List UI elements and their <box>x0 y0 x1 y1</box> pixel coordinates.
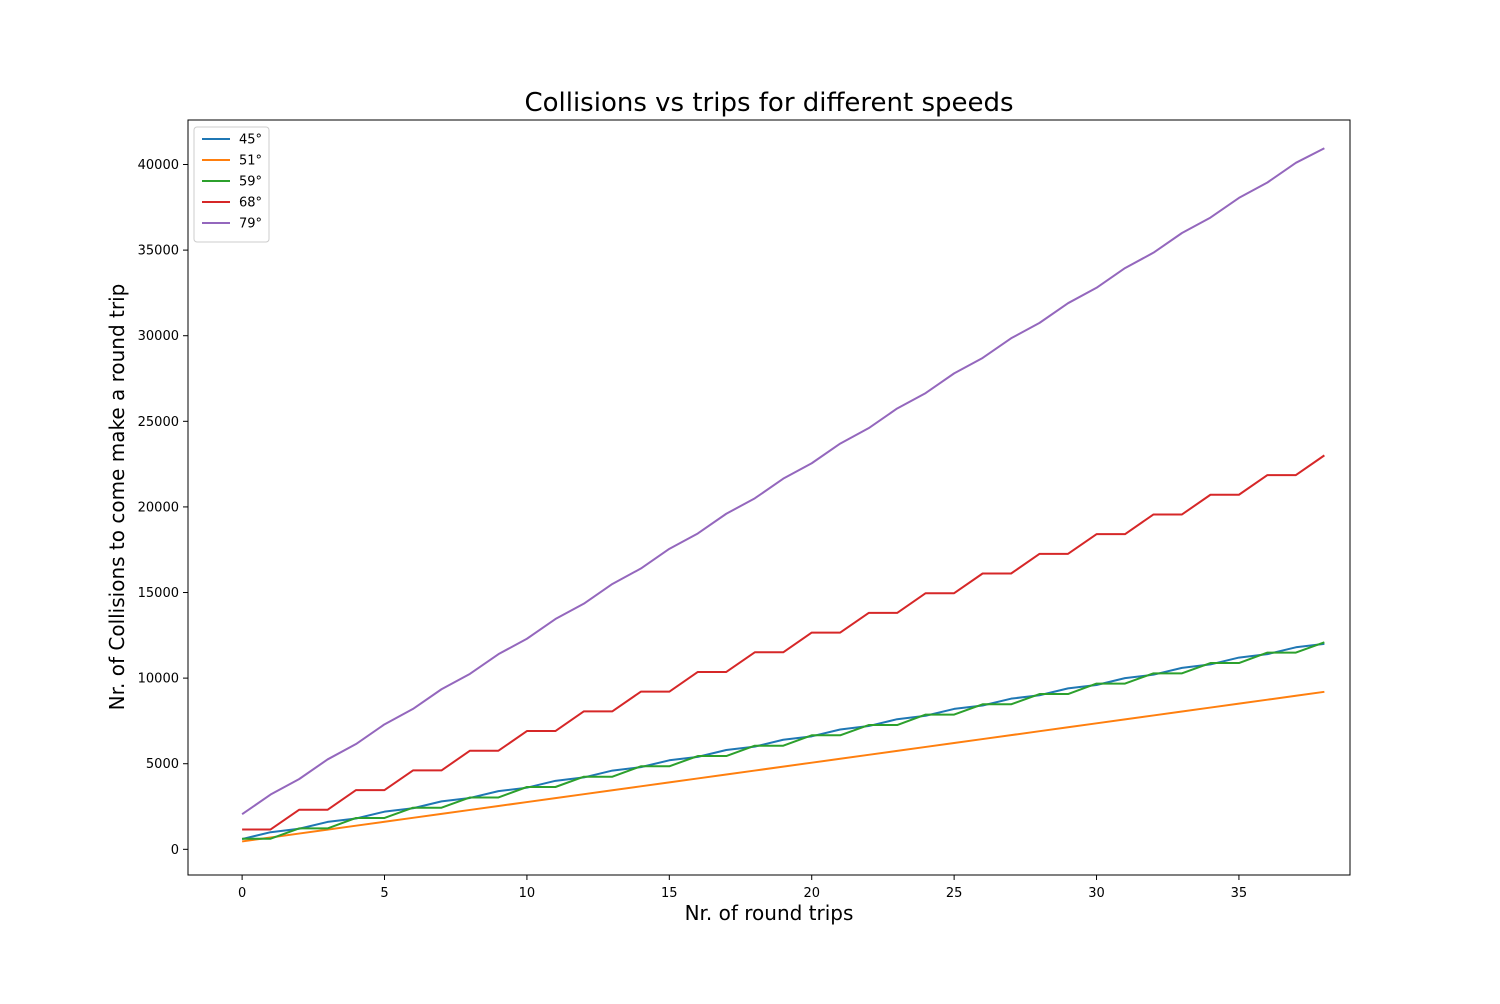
series-line-4 <box>241 147 1325 816</box>
x-tick-label-3: 15 <box>661 886 678 901</box>
legend-label-4: 79° <box>239 217 262 232</box>
series-layer <box>241 147 1325 843</box>
y-tick-label-5: 25000 <box>138 415 179 430</box>
chart-title: Collisions vs trips for different speeds <box>524 88 1013 118</box>
legend-label-1: 51° <box>239 154 262 169</box>
y-tick-label-1: 5000 <box>146 757 179 772</box>
y-tick-label-6: 30000 <box>138 329 179 344</box>
axes-layer: 0 5 10 15 20 25 30 35 0 5000 10000 15000 20000 25000 3… <box>138 119 1351 901</box>
x-tick-label-1: 5 <box>380 886 388 901</box>
y-tick-label-3: 15000 <box>138 586 179 601</box>
plot-frame <box>187 119 1351 876</box>
legend-label-3: 68° <box>239 196 262 211</box>
y-tick-label-8: 40000 <box>138 158 179 173</box>
x-tick-label-7: 35 <box>1231 886 1248 901</box>
y-tick-label-4: 20000 <box>138 500 179 515</box>
x-tick-label-4: 20 <box>803 886 820 901</box>
x-tick-label-6: 30 <box>1088 886 1105 901</box>
x-tick-label-5: 25 <box>946 886 963 901</box>
series-line-2 <box>242 641 1325 840</box>
legend-label-0: 45° <box>239 133 262 148</box>
x-tick-label-0: 0 <box>238 886 246 901</box>
series-line-3 <box>242 454 1325 831</box>
y-tick-label-7: 35000 <box>138 244 179 259</box>
series-line-1 <box>241 690 1325 843</box>
y-tick-label-2: 10000 <box>138 672 179 687</box>
y-tick-label-0: 0 <box>171 843 179 858</box>
legend: 45° 51° 59° 68° 79° <box>193 126 270 243</box>
x-tick-label-2: 10 <box>519 886 536 901</box>
legend-label-2: 59° <box>239 175 262 190</box>
legend-box <box>193 126 270 243</box>
y-axis-label: Nr. of Collisions to come make a round t… <box>105 284 129 711</box>
x-axis-label: Nr. of round trips <box>685 901 854 925</box>
